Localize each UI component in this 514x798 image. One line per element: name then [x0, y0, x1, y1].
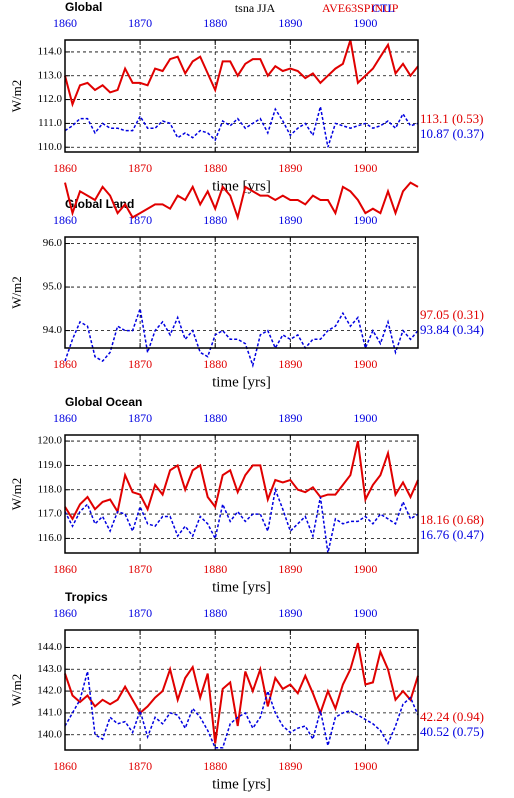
series-summary: 93.84 (0.34)	[420, 322, 484, 337]
x-tick-label: 1870	[128, 759, 152, 773]
x-tick-label: 1860	[53, 759, 77, 773]
x-tick-label: 1900	[353, 357, 377, 371]
x-tick-label: 1870	[128, 562, 152, 576]
y-tick-label: 141.0	[37, 706, 62, 718]
series-summary: 97.05 (0.31)	[420, 307, 484, 322]
y-tick-label: 140.0	[37, 728, 62, 740]
series-line	[64, 671, 419, 749]
x-top-tick-label: 1890	[278, 16, 302, 30]
y-axis-label: W/m2	[9, 80, 24, 113]
main-title: tsna JJA	[235, 1, 276, 15]
x-top-tick-label: 1890	[278, 606, 302, 620]
series-line	[64, 39, 419, 108]
x-tick-label: 1870	[128, 161, 152, 175]
y-tick-label: 120.0	[37, 435, 62, 447]
y-tick-label: 119.0	[38, 459, 63, 471]
x-top-tick-label: 1870	[128, 411, 152, 425]
y-axis-label: W/m2	[9, 276, 24, 309]
x-tick-label: 1860	[53, 562, 77, 576]
x-top-tick-label: 1860	[53, 411, 77, 425]
y-axis-label: W/m2	[9, 478, 24, 511]
x-tick-label: 1900	[353, 759, 377, 773]
x-top-tick-label: 1860	[53, 213, 77, 227]
x-tick-label: 1860	[53, 161, 77, 175]
x-top-tick-label: 1880	[203, 606, 227, 620]
plot-frame	[64, 236, 419, 349]
y-tick-label: 110.0	[38, 141, 63, 153]
x-top-tick-label: 1880	[203, 411, 227, 425]
x-axis-label: time [yrs]	[212, 579, 271, 595]
series-line	[64, 106, 419, 148]
x-top-tick-label: 1900	[353, 411, 377, 425]
series-summary: 10.87 (0.37)	[420, 126, 484, 141]
y-tick-label: 95.0	[43, 281, 63, 293]
y-tick-label: 142.0	[37, 685, 62, 697]
legend-entry: AVE63SPINUP	[322, 1, 399, 15]
x-top-tick-label: 1890	[278, 411, 302, 425]
x-top-tick-label: 1870	[128, 16, 152, 30]
y-tick-label: 144.0	[37, 641, 62, 653]
series-summary: 113.1 (0.53)	[420, 111, 483, 126]
y-tick-label: 118.0	[38, 483, 63, 495]
x-top-tick-label: 1900	[353, 606, 377, 620]
y-tick-label: 96.0	[43, 237, 63, 249]
legend-entry: CTL	[372, 1, 395, 15]
x-top-tick-label: 1860	[53, 606, 77, 620]
series-line	[64, 440, 419, 521]
panel-title: Global	[65, 0, 102, 14]
x-tick-label: 1890	[278, 562, 302, 576]
y-tick-label: 114.0	[38, 45, 63, 57]
y-axis-label: W/m2	[9, 674, 24, 707]
series-line	[64, 642, 419, 744]
panel-title: Global Ocean	[65, 395, 142, 409]
y-tick-label: 112.0	[38, 93, 63, 105]
x-axis-label: time [yrs]	[212, 776, 271, 792]
series-summary: 18.16 (0.68)	[420, 512, 484, 527]
x-top-tick-label: 1900	[353, 16, 377, 30]
series-line	[64, 486, 419, 554]
plot-frame	[64, 434, 419, 554]
series-line	[64, 308, 419, 369]
x-tick-label: 1890	[278, 161, 302, 175]
x-tick-label: 1900	[353, 562, 377, 576]
x-tick-label: 1890	[278, 357, 302, 371]
series-summary: 40.52 (0.75)	[420, 724, 484, 739]
x-top-tick-label: 1880	[203, 213, 227, 227]
panel-title: Global Land	[65, 197, 134, 211]
x-top-tick-label: 1880	[203, 16, 227, 30]
panel-title: Tropics	[65, 590, 108, 604]
x-top-tick-label: 1860	[53, 16, 77, 30]
x-tick-label: 1870	[128, 357, 152, 371]
x-tick-label: 1860	[53, 357, 77, 371]
y-tick-label: 94.0	[43, 324, 63, 336]
y-tick-label: 143.0	[37, 663, 62, 675]
y-tick-label: 113.0	[38, 69, 63, 81]
x-tick-label: 1880	[203, 759, 227, 773]
x-top-tick-label: 1900	[353, 213, 377, 227]
x-axis-label: time [yrs]	[212, 374, 271, 390]
plot-frame	[64, 629, 419, 751]
series-line	[64, 181, 419, 221]
series-summary: 42.24 (0.94)	[420, 709, 484, 724]
x-tick-label: 1890	[278, 759, 302, 773]
x-top-tick-label: 1890	[278, 213, 302, 227]
x-tick-label: 1880	[203, 357, 227, 371]
x-tick-label: 1900	[353, 161, 377, 175]
y-tick-label: 117.0	[38, 508, 63, 520]
y-tick-label: 111.0	[38, 117, 62, 129]
series-summary: 16.76 (0.47)	[420, 527, 484, 542]
plot-frame	[64, 39, 419, 153]
x-tick-label: 1880	[203, 562, 227, 576]
x-top-tick-label: 1870	[128, 606, 152, 620]
x-tick-label: 1880	[203, 161, 227, 175]
y-tick-label: 116.0	[38, 532, 63, 544]
